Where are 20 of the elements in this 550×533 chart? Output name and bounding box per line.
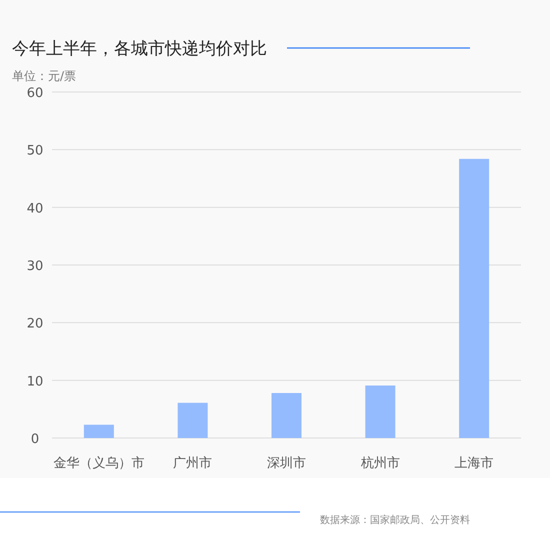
- y-tick-label: 40: [26, 201, 44, 216]
- x-tick-label: 金华（义乌）市: [53, 456, 144, 471]
- y-tick-label: 0: [30, 432, 40, 447]
- chart-title: 今年上半年，各城市快递均价对比: [12, 39, 267, 59]
- y-tick-label: 50: [26, 144, 44, 159]
- y-tick-label: 10: [26, 374, 44, 390]
- bar: [365, 386, 396, 438]
- source-note: 数据来源：国家邮政局、公开资料: [320, 514, 470, 526]
- x-tick-label: 广州市: [173, 456, 212, 471]
- y-tick-label: 20: [26, 316, 44, 332]
- y-axis-title: 单位：元/票: [12, 69, 76, 83]
- x-tick-label: 深圳市: [267, 456, 306, 471]
- y-tick-label: 30: [26, 259, 44, 274]
- bar: [272, 393, 302, 438]
- x-tick-label: 杭州市: [360, 456, 400, 471]
- bar: [178, 402, 208, 438]
- bar: [459, 158, 490, 438]
- bar: [84, 424, 114, 438]
- x-tick-label: 上海市: [454, 456, 494, 471]
- y-tick-label: 60: [26, 86, 44, 101]
